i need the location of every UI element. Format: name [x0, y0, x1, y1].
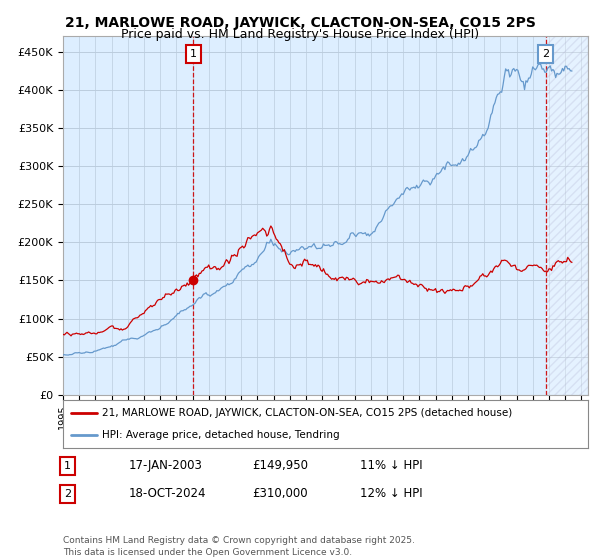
Text: Price paid vs. HM Land Registry's House Price Index (HPI): Price paid vs. HM Land Registry's House … — [121, 28, 479, 41]
Text: £310,000: £310,000 — [252, 487, 308, 501]
Text: 11% ↓ HPI: 11% ↓ HPI — [360, 459, 422, 473]
Text: £149,950: £149,950 — [252, 459, 308, 473]
Text: 1: 1 — [190, 49, 197, 59]
Text: Contains HM Land Registry data © Crown copyright and database right 2025.
This d: Contains HM Land Registry data © Crown c… — [63, 536, 415, 557]
Text: 21, MARLOWE ROAD, JAYWICK, CLACTON-ON-SEA, CO15 2PS (detached house): 21, MARLOWE ROAD, JAYWICK, CLACTON-ON-SE… — [103, 408, 512, 418]
Text: 21, MARLOWE ROAD, JAYWICK, CLACTON-ON-SEA, CO15 2PS: 21, MARLOWE ROAD, JAYWICK, CLACTON-ON-SE… — [65, 16, 535, 30]
Text: 17-JAN-2003: 17-JAN-2003 — [129, 459, 203, 473]
Text: 2: 2 — [542, 49, 549, 59]
Text: HPI: Average price, detached house, Tendring: HPI: Average price, detached house, Tend… — [103, 430, 340, 440]
Text: 1: 1 — [64, 461, 71, 471]
Text: 12% ↓ HPI: 12% ↓ HPI — [360, 487, 422, 501]
Text: 2: 2 — [64, 489, 71, 499]
Text: 18-OCT-2024: 18-OCT-2024 — [129, 487, 206, 501]
